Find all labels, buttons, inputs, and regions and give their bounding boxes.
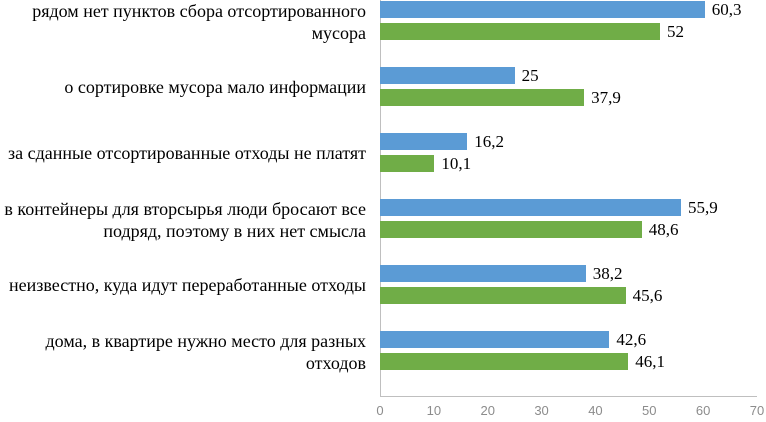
blue-series-bar	[380, 199, 682, 216]
bar-line: 46,1	[380, 351, 757, 371]
x-axis-tick-label: 20	[480, 403, 495, 418]
category-label: рядом нет пунктов сбора отсортированного…	[32, 1, 366, 43]
value-label: 60,3	[711, 0, 742, 19]
x-axis-tick-label: 40	[588, 403, 603, 418]
bar-group: 38,2 45,6	[380, 263, 766, 305]
x-axis-ticks: 0 10 20 30 40 50 60 70	[376, 396, 764, 422]
plot-area: рядом нет пунктов сбора отсортированного…	[0, 0, 766, 396]
category-label: неизвестно, куда идут переработанные отх…	[9, 274, 366, 295]
value-label: 42,6	[616, 329, 647, 349]
green-series-bar	[380, 221, 642, 238]
bar-group: 60,3 52	[380, 0, 766, 41]
x-axis-tick-label: 0	[376, 403, 384, 418]
chart-row: за сданные отсортированные отходы не пла…	[0, 132, 766, 198]
value-label: 16,2	[474, 131, 504, 151]
category-label: о сортировке мусора мало информации	[64, 76, 366, 97]
category-label: в контейнеры для вторсырья люди бросают …	[4, 199, 366, 241]
bar-line: 48,6	[380, 219, 757, 239]
bar-line: 16,2	[380, 131, 757, 151]
green-series-bar	[380, 155, 435, 172]
blue-series-bar	[380, 265, 586, 282]
green-series-bar	[380, 89, 585, 106]
blue-series-bar	[380, 331, 610, 348]
green-series-bar	[380, 287, 626, 304]
x-axis-tick-label: 60	[695, 403, 711, 418]
x-axis-spacer	[0, 396, 380, 422]
bar-line: 55,9	[380, 197, 757, 217]
bar-line: 45,6	[380, 285, 757, 305]
x-axis: 0 10 20 30 40 50 60 70	[0, 396, 766, 422]
category-axis-line	[380, 0, 381, 397]
bar-group: 55,9 48,6	[380, 197, 766, 239]
bar-line: 42,6	[380, 329, 757, 349]
x-axis-tick-label: 10	[426, 403, 442, 418]
chart-row: рядом нет пунктов сбора отсортированного…	[0, 0, 766, 66]
value-label: 48,6	[648, 219, 679, 239]
category-label: за сданные отсортированные отходы не пла…	[8, 142, 366, 163]
x-axis-tick-label: 50	[642, 403, 657, 418]
value-label: 10,1	[441, 153, 472, 173]
bar-group: 16,2 10,1	[380, 131, 766, 173]
bar-line: 60,3	[380, 0, 757, 19]
chart-row: о сортировке мусора мало информации 25 37,…	[0, 66, 766, 132]
bar-line: 25	[380, 65, 757, 85]
bar-group: 42,6 46,1	[380, 329, 766, 371]
bar-line: 38,2	[380, 263, 757, 283]
bar-line: 52	[380, 21, 757, 41]
value-label: 46,1	[635, 351, 666, 371]
green-series-bar	[380, 353, 629, 370]
green-series-bar	[380, 23, 661, 40]
value-label: 52	[667, 21, 685, 41]
blue-series-bar	[380, 1, 705, 18]
bar-line: 10,1	[380, 153, 757, 173]
bar-line: 37,9	[380, 87, 757, 107]
x-axis-tick-label: 70	[749, 403, 765, 418]
chart-row: неизвестно, куда идут переработанные отх…	[0, 264, 766, 330]
value-label: 55,9	[688, 197, 718, 217]
chart-row: дома, в квартире нужно место для разных …	[0, 330, 766, 396]
bar-group: 25 37,9	[380, 65, 766, 107]
category-label: дома, в квартире нужно место для разных …	[45, 331, 366, 373]
blue-series-bar	[380, 67, 515, 84]
x-axis-tick-label: 30	[534, 403, 549, 418]
blue-series-bar	[380, 133, 468, 150]
value-label: 38,2	[592, 263, 623, 283]
value-label: 37,9	[591, 87, 621, 107]
chart-row: в контейнеры для вторсырья люди бросают …	[0, 198, 766, 264]
value-label: 25	[521, 65, 539, 85]
value-label: 45,6	[632, 285, 663, 305]
